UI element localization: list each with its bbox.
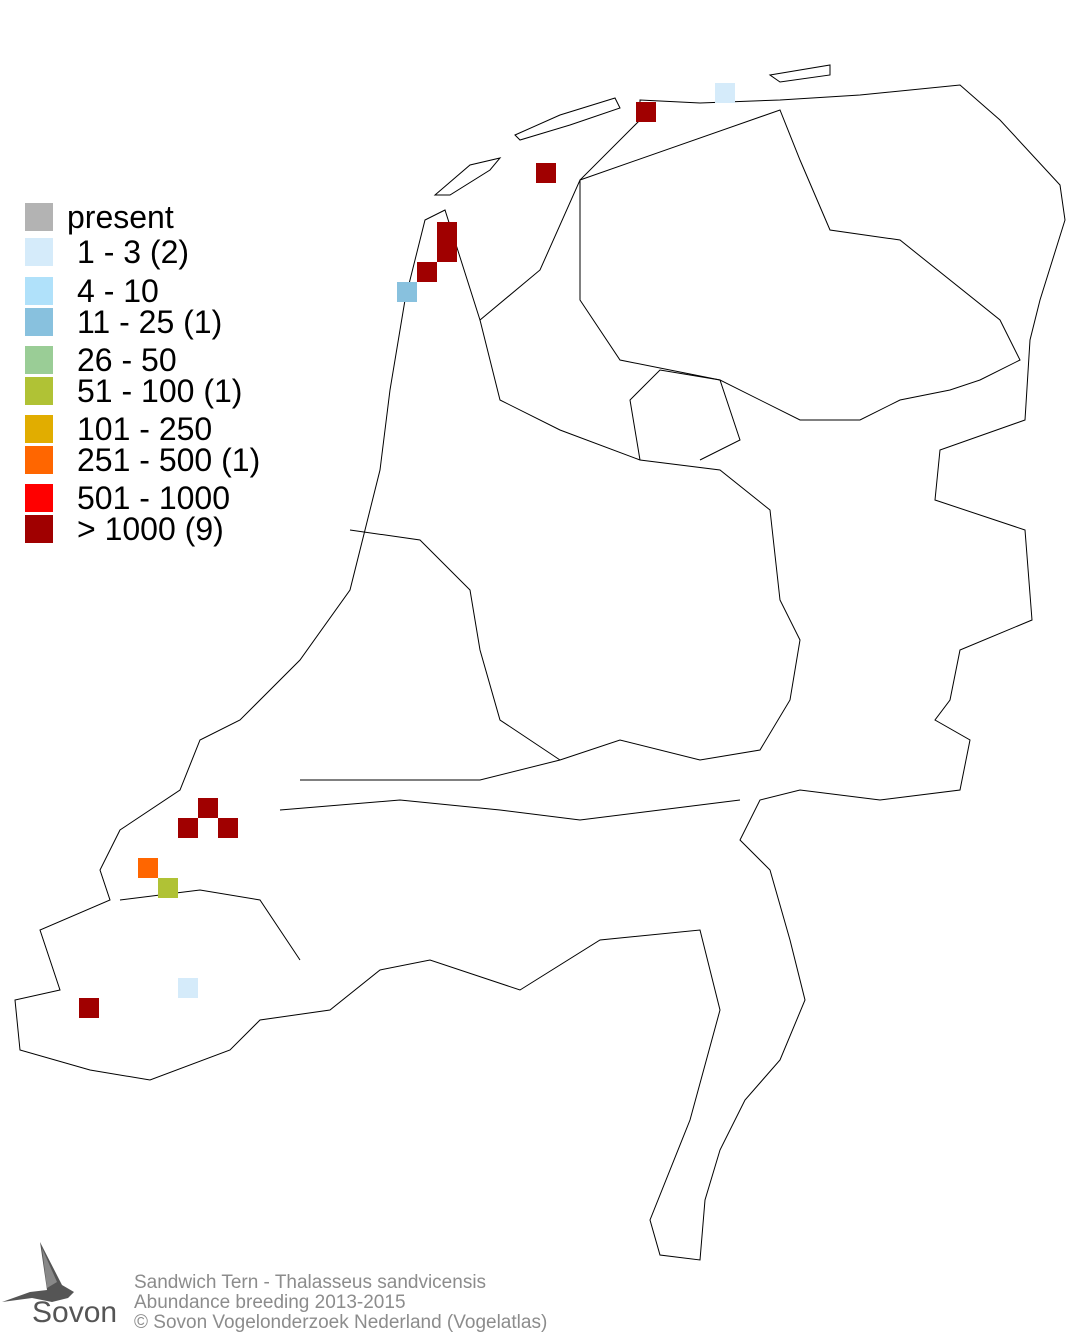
grid-cell bbox=[218, 818, 238, 838]
legend-label: 251 - 500 (1) bbox=[77, 442, 261, 478]
island-outline bbox=[433, 157, 502, 196]
grid-cell bbox=[79, 998, 99, 1018]
province-border bbox=[579, 109, 1021, 421]
legend-swatch bbox=[25, 377, 53, 405]
legend-swatch bbox=[25, 277, 53, 305]
map-credits: Sandwich Tern - Thalasseus sandvicensis … bbox=[134, 1273, 547, 1333]
sovon-logo-text: Sovon bbox=[32, 1296, 118, 1329]
legend-swatch bbox=[25, 203, 53, 231]
legend-label: 501 - 1000 bbox=[77, 480, 231, 516]
legend-item: 26 - 50 bbox=[25, 342, 177, 378]
legend-swatch bbox=[25, 308, 53, 336]
legend-item: present bbox=[25, 199, 174, 235]
legend-label: 101 - 250 bbox=[77, 411, 213, 447]
legend-label: 51 - 100 (1) bbox=[77, 373, 243, 409]
legend-label: 11 - 25 (1) bbox=[77, 304, 223, 340]
grid-cell bbox=[397, 282, 417, 302]
legend-swatch bbox=[25, 346, 53, 374]
legend-swatch bbox=[25, 484, 53, 512]
province-border bbox=[119, 889, 301, 961]
legend-swatch bbox=[25, 238, 53, 266]
province-border bbox=[279, 799, 741, 821]
legend-swatch bbox=[25, 415, 53, 443]
grid-cell bbox=[138, 858, 158, 878]
legend-item: 501 - 1000 bbox=[25, 480, 231, 516]
legend-label: 4 - 10 bbox=[77, 273, 159, 309]
country-outline bbox=[14, 64, 1066, 1261]
legend-label: > 1000 (9) bbox=[77, 511, 224, 547]
map-subject: Abundance breeding 2013-2015 bbox=[134, 1292, 406, 1313]
province-border bbox=[629, 369, 741, 461]
grid-cell bbox=[636, 102, 656, 122]
island-outline bbox=[514, 97, 621, 141]
grid-cell bbox=[178, 818, 198, 838]
copyright: © Sovon Vogelonderzoek Nederland (Vogela… bbox=[134, 1312, 548, 1333]
legend-item: 251 - 500 (1) bbox=[25, 442, 261, 478]
legend-label: 1 - 3 (2) bbox=[77, 234, 190, 270]
legend-item: 51 - 100 (1) bbox=[25, 373, 243, 409]
legend-item: 4 - 10 bbox=[25, 273, 159, 309]
grid-cell bbox=[715, 83, 735, 103]
province-border bbox=[349, 529, 561, 761]
grid-cells bbox=[79, 83, 735, 1018]
grid-cell bbox=[536, 163, 556, 183]
legend-swatch bbox=[25, 515, 53, 543]
legend-label: present bbox=[67, 199, 174, 235]
legend-swatch bbox=[25, 446, 53, 474]
legend-item: 11 - 25 (1) bbox=[25, 304, 223, 340]
legend-item: 1 - 3 (2) bbox=[25, 234, 190, 270]
grid-cell bbox=[437, 242, 457, 262]
grid-cell bbox=[198, 798, 218, 818]
legend-item: 101 - 250 bbox=[25, 411, 213, 447]
mainland-outline bbox=[14, 84, 1066, 1261]
grid-cell bbox=[437, 222, 457, 242]
island-outline bbox=[768, 64, 831, 83]
legend-label: 26 - 50 bbox=[77, 342, 177, 378]
species-title: Sandwich Tern - Thalasseus sandvicensis bbox=[134, 1272, 487, 1293]
grid-cell bbox=[417, 262, 437, 282]
grid-cell bbox=[178, 978, 198, 998]
province-border bbox=[300, 319, 801, 781]
sovon-tern-logo bbox=[2, 1242, 74, 1302]
legend-item: > 1000 (9) bbox=[25, 511, 224, 547]
grid-cell bbox=[158, 878, 178, 898]
